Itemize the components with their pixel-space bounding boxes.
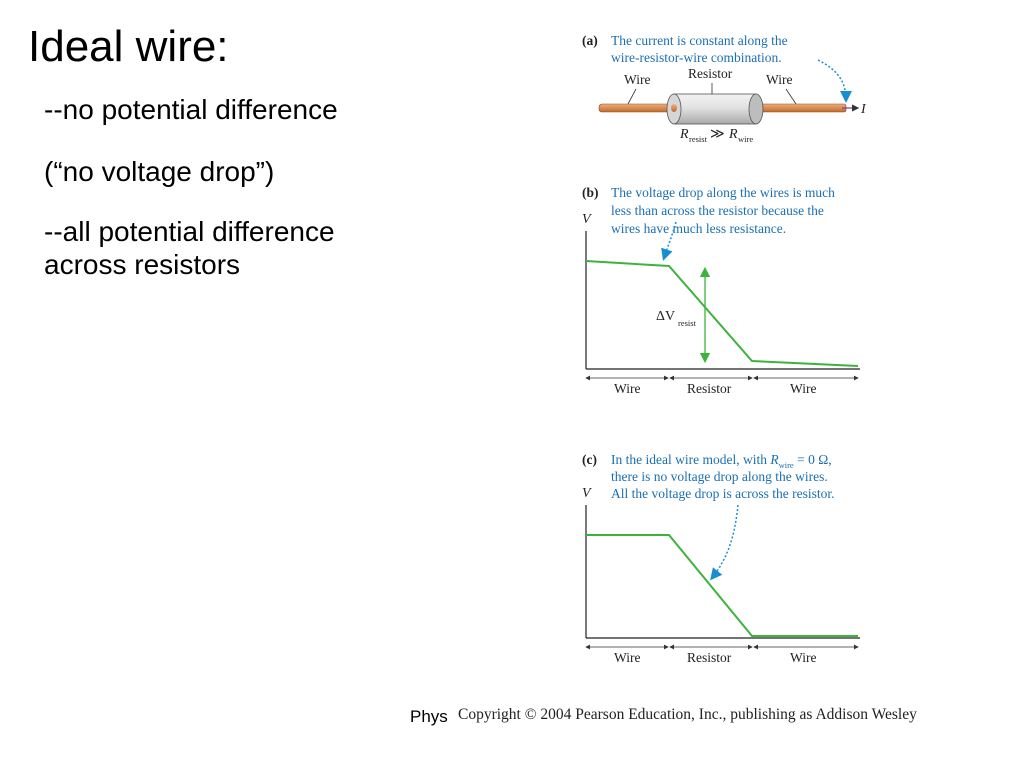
label-resistor: Resistor	[688, 66, 733, 81]
slide-title: Ideal wire:	[28, 22, 229, 71]
bullet-all-potential-difference: --all potential difference	[44, 216, 335, 247]
label-current: I	[860, 102, 867, 117]
panel-b-seg-wire-right: Wire	[790, 381, 816, 396]
bullet-no-potential-difference: --no potential difference	[44, 94, 338, 125]
panel-c-seg-wire-left: Wire	[614, 650, 640, 665]
rel-wire-sub: wire	[738, 134, 753, 144]
panel-b-axis-v: V	[582, 212, 592, 227]
wire-right	[749, 103, 847, 113]
panel-b-tag: (b)	[582, 185, 599, 200]
panel-b-caption-line2: less than across the resistor because th…	[611, 203, 824, 218]
label-wire-left: Wire	[624, 72, 650, 87]
footer-label: Phys	[410, 707, 448, 726]
rel-r-wire: R	[728, 127, 738, 142]
panel-b-seg-wire-left: Wire	[614, 381, 640, 396]
rel-much-greater: ≫	[710, 127, 725, 142]
callout-arrow-c	[710, 504, 739, 581]
panel-a-caption-line2: wire-resistor-wire combination.	[611, 50, 782, 65]
panel-c-seg-resistor: Resistor	[687, 650, 732, 665]
leader-wire-right	[785, 88, 797, 105]
bullet-no-voltage-drop: (“no voltage drop”)	[44, 156, 275, 187]
panel-c-caption-line2: there is no voltage drop along the wires…	[611, 469, 828, 484]
panel-a-caption-line1: The current is constant along the	[611, 33, 788, 48]
panel-b-caption-line3: wires have much less resistance.	[611, 221, 786, 236]
panel-b-caption-line1: The voltage drop along the wires is much	[611, 185, 835, 200]
resistor-end-right	[748, 93, 764, 125]
bullet-list: --no potential difference (“no voltage d…	[44, 93, 424, 310]
panel-b: (b) The voltage drop along the wires is …	[582, 185, 860, 396]
panel-c-caption-wire-sub: wire	[779, 460, 794, 470]
resistor-body	[673, 93, 757, 125]
panel-c-caption-line1-a: In the ideal wire model, with	[611, 452, 770, 467]
panel-c-tag: (c)	[582, 452, 597, 467]
rel-resist-sub: resist	[689, 134, 708, 144]
rel-r-resist: R	[679, 127, 689, 142]
panel-a-tag: (a)	[582, 33, 598, 48]
panel-c-voltage-curve	[586, 534, 858, 637]
panel-a: (a) The current is constant along the wi…	[582, 33, 867, 144]
panel-c-caption-line1: In the ideal wire model, with Rwire = 0 …	[611, 452, 832, 470]
wire-stub-left	[671, 104, 677, 112]
panel-b-seg-resistor: Resistor	[687, 381, 732, 396]
panel-c-caption-line1-b: = 0 Ω,	[794, 452, 832, 467]
panel-b-voltage-curve	[585, 260, 859, 367]
callout-arrow-a	[817, 59, 852, 103]
panel-c: (c) In the ideal wire model, with Rwire …	[582, 452, 860, 665]
panel-c-seg-wire-right: Wire	[790, 650, 816, 665]
leader-wire-left	[627, 88, 637, 105]
copyright-notice: Copyright © 2004 Pearson Education, Inc.…	[458, 706, 917, 723]
delta-v-sub: resist	[678, 318, 697, 328]
panel-c-axis-v: V	[582, 486, 592, 501]
panel-c-caption-line3: All the voltage drop is across the resis…	[611, 486, 834, 501]
delta-v-label: ΔV	[656, 309, 675, 324]
panel-c-caption-r: R	[769, 452, 779, 467]
bullet-across-resistors: across resistors	[44, 249, 241, 280]
label-wire-right: Wire	[766, 72, 792, 87]
